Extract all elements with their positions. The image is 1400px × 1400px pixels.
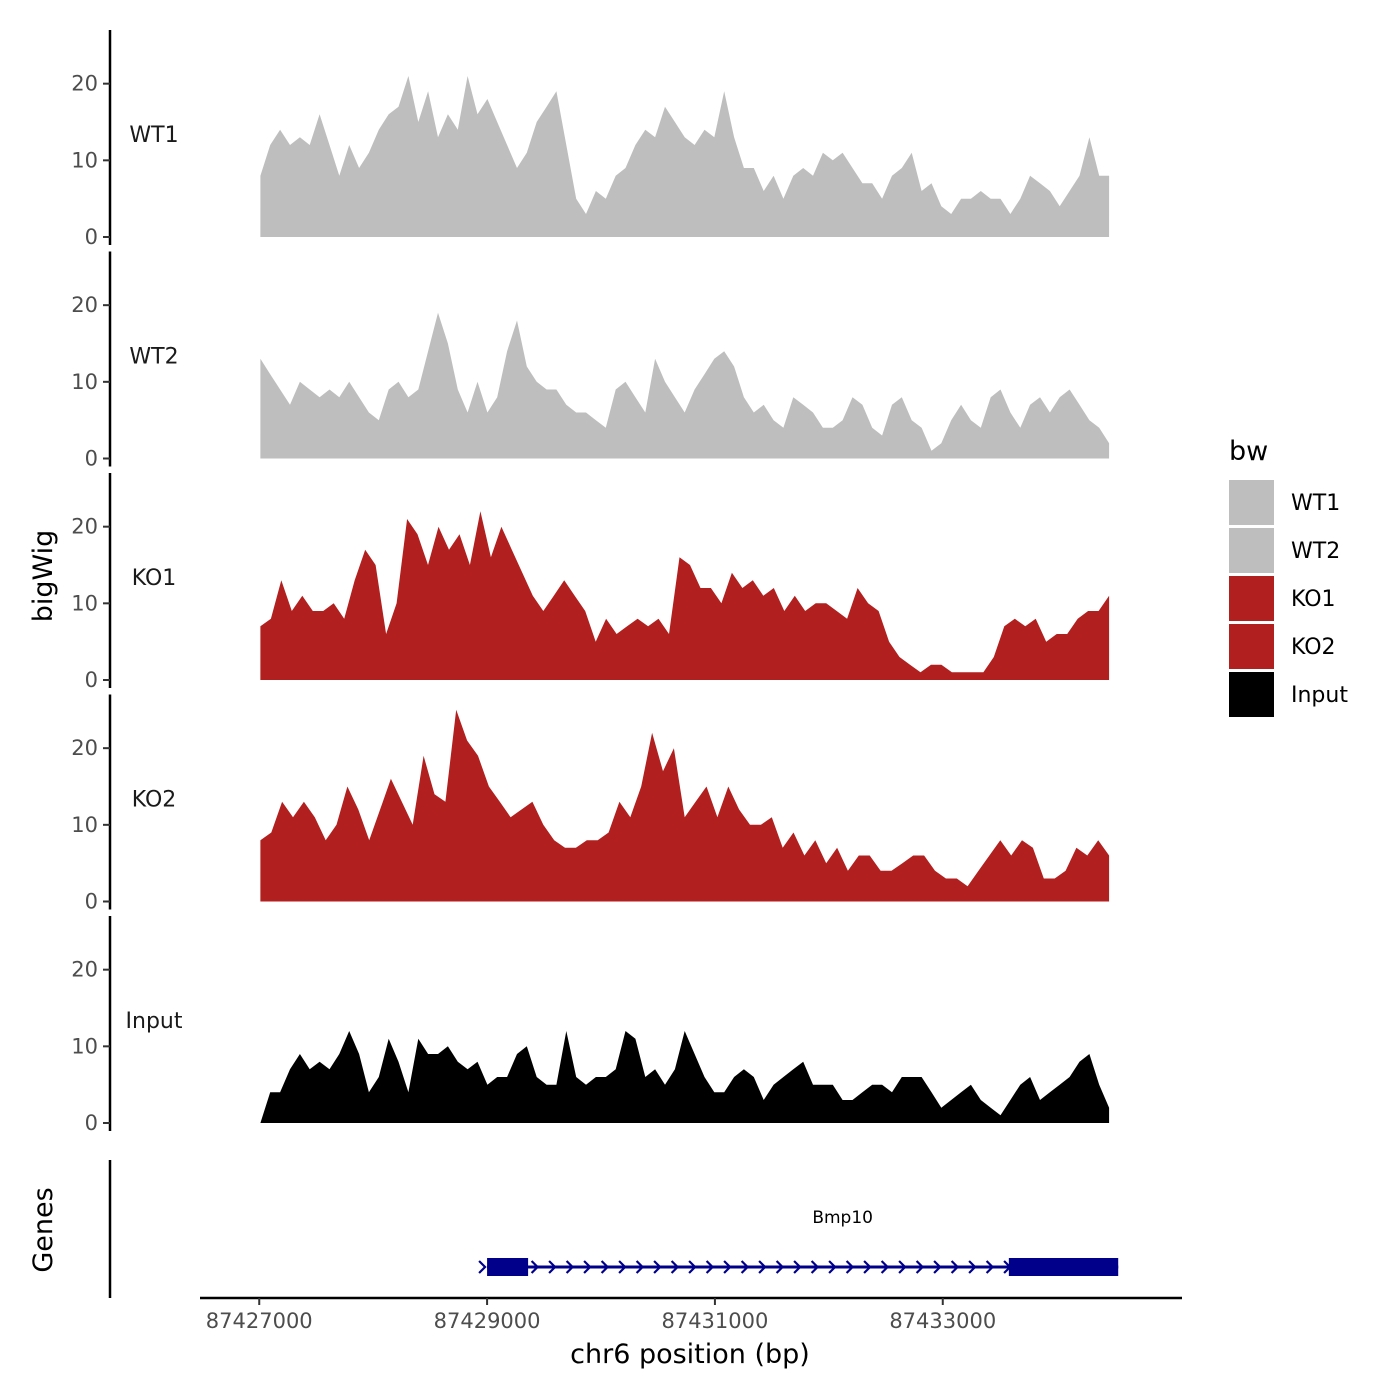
area-wt1	[260, 76, 1110, 237]
legend-swatch	[1229, 624, 1274, 669]
strand-arrow	[723, 1260, 732, 1274]
legend-label: KO2	[1291, 635, 1336, 660]
strand-arrow	[793, 1260, 802, 1274]
track-label: Input	[126, 1009, 183, 1034]
strand-arrow	[548, 1260, 557, 1274]
strand-arrow	[653, 1260, 662, 1274]
legend-label: WT1	[1291, 491, 1340, 516]
strand-arrow	[880, 1260, 890, 1274]
legend-label: KO1	[1291, 587, 1336, 612]
strand-arrow	[933, 1260, 942, 1274]
track-ko2: 0 10 20 KO2	[71, 694, 1110, 914]
legend-swatch	[1229, 480, 1274, 525]
gene-exon	[1008, 1258, 1119, 1276]
y-tick-label: 10	[71, 370, 98, 394]
legend-entry-wt1: WT1	[1229, 480, 1340, 525]
track-label: WT1	[129, 123, 178, 148]
track-wt2: 0 10 20 WT2	[71, 251, 1110, 471]
legend-entry-ko1: KO1	[1229, 576, 1336, 621]
x-tick-label: 87427000	[206, 1309, 313, 1333]
x-tick-label: 87433000	[889, 1309, 996, 1333]
legend: bw WT1 WT2 KO1 KO2 Input	[1229, 436, 1348, 717]
y-tick-label: 10	[71, 813, 98, 837]
track-label: WT2	[129, 345, 178, 370]
genes-track: Bmp10	[108, 1160, 1119, 1298]
track-input: 0 10 20 Input	[71, 916, 1110, 1135]
strand-arrow	[583, 1260, 592, 1274]
y-tick-label: 10	[71, 591, 98, 615]
gene-exon	[487, 1258, 529, 1276]
strand-arrow	[810, 1260, 820, 1274]
strand-arrow	[915, 1260, 925, 1274]
y-tick-label: 20	[71, 515, 98, 539]
strand-arrow	[968, 1260, 977, 1274]
strand-arrow	[530, 1260, 540, 1274]
gene-name-label: Bmp10	[812, 1208, 873, 1228]
y-tick-label: 0	[85, 225, 98, 249]
y-tick-label: 20	[71, 72, 98, 96]
y-tick-label: 20	[71, 293, 98, 317]
y-tick-label: 0	[85, 668, 98, 692]
tracks-layer: 0 10 20 WT1 0 10 20 WT2 0 10 20 KO1 0 10 20 KO2 0 10 20 Inp…	[71, 30, 1110, 1135]
strand-arrow	[600, 1260, 610, 1274]
strand-arrow	[670, 1260, 680, 1274]
strand-arrow	[758, 1260, 767, 1274]
legend-swatch	[1229, 576, 1274, 621]
strand-arrow	[828, 1260, 837, 1274]
strand-arrow	[565, 1260, 575, 1274]
track-label: KO2	[132, 788, 177, 813]
strand-arrow	[635, 1260, 645, 1274]
track-wt1: 0 10 20 WT1	[71, 30, 1110, 249]
y-tick-label: 0	[85, 890, 98, 914]
legend-entry-wt2: WT2	[1229, 528, 1340, 573]
legend-label: Input	[1291, 683, 1348, 708]
strand-arrow	[705, 1260, 715, 1274]
strand-arrow	[740, 1260, 750, 1274]
strand-arrow	[688, 1260, 697, 1274]
area-input	[260, 1031, 1110, 1123]
area-ko2	[260, 709, 1110, 902]
y-tick-label: 20	[71, 958, 98, 982]
gene-bmp10: Bmp10	[478, 1208, 1119, 1276]
strand-arrow	[985, 1260, 995, 1274]
strand-arrow	[898, 1260, 907, 1274]
strand-arrow	[863, 1260, 872, 1274]
x-axis: 87427000 87429000 87431000 87433000	[200, 1296, 1182, 1333]
y-tick-label: 10	[71, 148, 98, 172]
legend-entries: WT1 WT2 KO1 KO2 Input	[1229, 480, 1348, 717]
track-label: KO1	[132, 566, 177, 591]
strand-arrow	[775, 1260, 785, 1274]
x-tick-label: 87429000	[434, 1309, 541, 1333]
strand-arrow	[950, 1260, 960, 1274]
area-ko1	[260, 511, 1110, 680]
y-tick-label: 0	[85, 447, 98, 471]
y-tick-label: 0	[85, 1111, 98, 1135]
x-tick-label: 87431000	[661, 1309, 768, 1333]
legend-entry-ko2: KO2	[1229, 624, 1336, 669]
y-tick-label: 20	[71, 736, 98, 760]
strand-arrow	[478, 1260, 487, 1274]
genes-axis-title: Genes	[28, 1187, 59, 1272]
legend-swatch	[1229, 672, 1274, 717]
legend-entry-input: Input	[1229, 672, 1348, 717]
legend-title: bw	[1229, 436, 1268, 467]
legend-swatch	[1229, 528, 1274, 573]
legend-label: WT2	[1291, 539, 1340, 564]
track-ko1: 0 10 20 KO1	[71, 473, 1110, 692]
area-wt2	[260, 312, 1110, 459]
strand-arrow	[618, 1260, 627, 1274]
strand-arrow	[845, 1260, 855, 1274]
x-axis-title: chr6 position (bp)	[570, 1339, 810, 1370]
y-axis-title: bigWig	[28, 530, 59, 623]
y-tick-label: 10	[71, 1034, 98, 1058]
